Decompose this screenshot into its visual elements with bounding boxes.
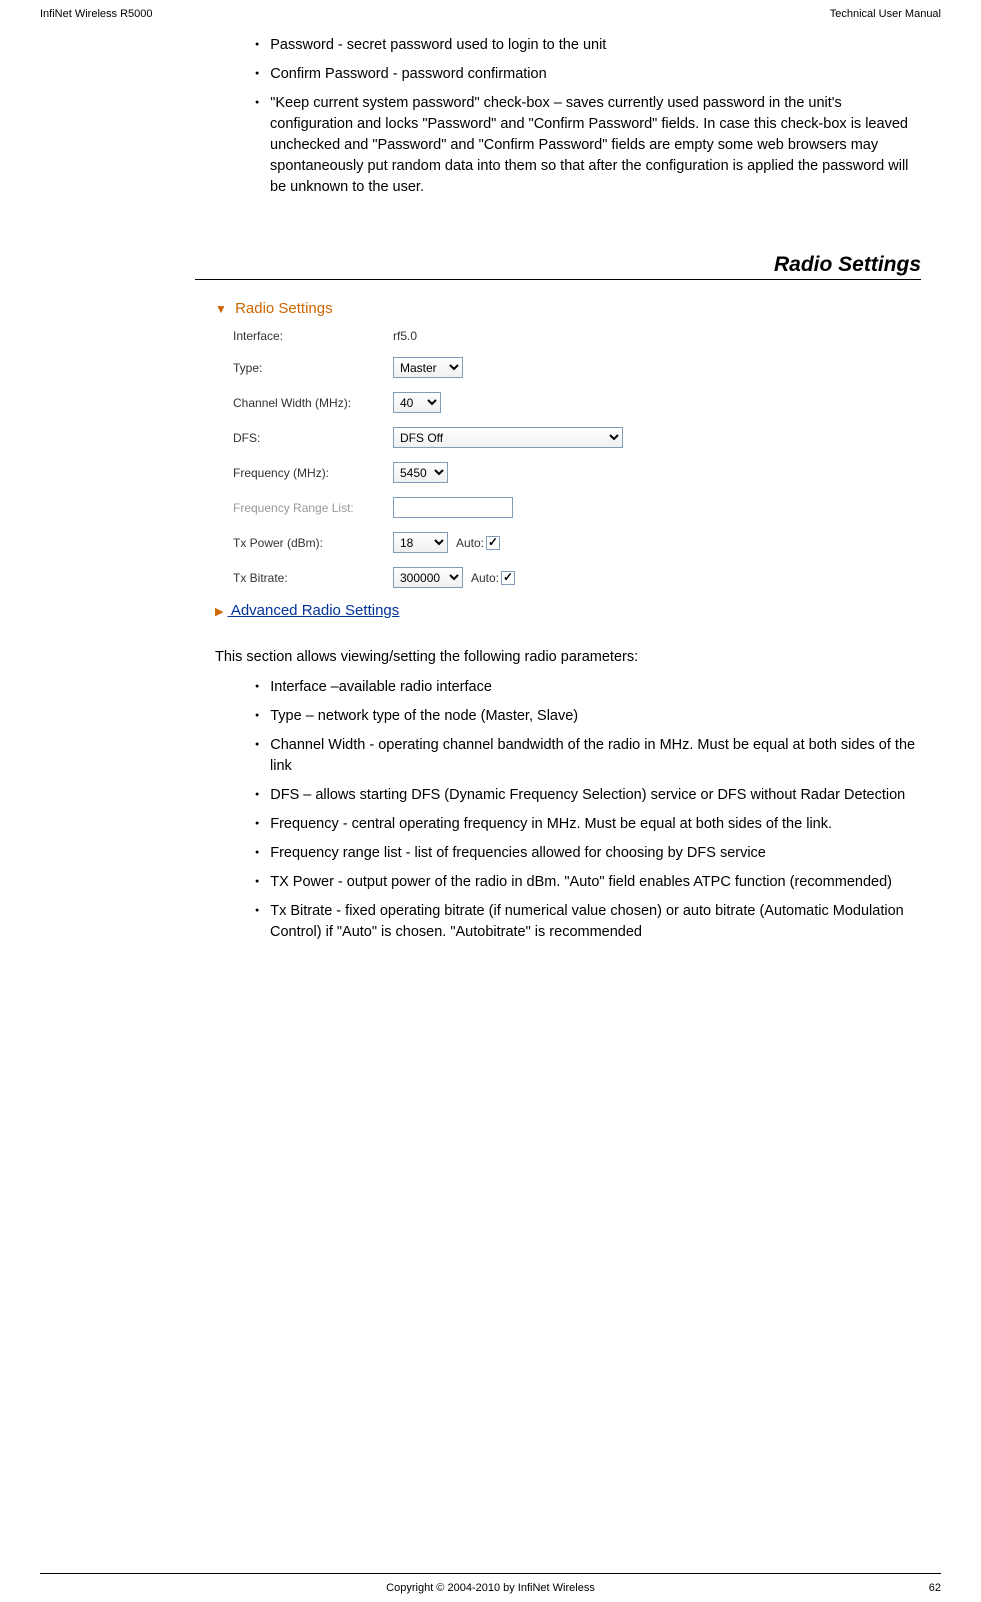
- list-item: "Keep current system password" check-box…: [255, 93, 921, 198]
- frequency-row: Frequency (MHz): 5450: [233, 462, 921, 483]
- list-item: Tx Bitrate - fixed operating bitrate (if…: [255, 901, 921, 943]
- tx-power-auto-label: Auto:: [456, 536, 484, 550]
- list-item: Channel Width - operating channel bandwi…: [255, 735, 921, 777]
- tx-power-select[interactable]: 18: [393, 532, 448, 553]
- list-item: TX Power - output power of the radio in …: [255, 872, 921, 893]
- type-row: Type: Master: [233, 357, 921, 378]
- list-item: Frequency range list - list of frequenci…: [255, 843, 921, 864]
- advanced-link-text: Advanced Radio Settings: [231, 602, 399, 619]
- list-item: Frequency - central operating frequency …: [255, 814, 921, 835]
- interface-value: rf5.0: [393, 329, 417, 343]
- list-item: Confirm Password - password confirmation: [255, 64, 921, 85]
- tx-power-row: Tx Power (dBm): 18 Auto:: [233, 532, 921, 553]
- intro-text: This section allows viewing/setting the …: [215, 649, 921, 665]
- top-bullet-list: Password - secret password used to login…: [235, 35, 921, 198]
- tx-bitrate-select[interactable]: 300000: [393, 567, 463, 588]
- dfs-row: DFS: DFS Off: [233, 427, 921, 448]
- interface-label: Interface:: [233, 329, 393, 343]
- panel-title: ▼ Radio Settings: [215, 300, 921, 317]
- frequency-label: Frequency (MHz):: [233, 466, 393, 480]
- list-item: Interface –available radio interface: [255, 677, 921, 698]
- freq-range-input[interactable]: [393, 497, 513, 518]
- list-item: DFS – allows starting DFS (Dynamic Frequ…: [255, 785, 921, 806]
- page-number: 62: [929, 1582, 941, 1594]
- tx-bitrate-label: Tx Bitrate:: [233, 571, 393, 585]
- header-right: Technical User Manual: [830, 8, 941, 20]
- channel-width-label: Channel Width (MHz):: [233, 396, 393, 410]
- header-left: InfiNet Wireless R5000: [40, 8, 153, 20]
- dfs-select[interactable]: DFS Off: [393, 427, 623, 448]
- footer-separator: [40, 1573, 941, 1574]
- page-header: InfiNet Wireless R5000 Technical User Ma…: [0, 0, 981, 20]
- type-label: Type:: [233, 361, 393, 375]
- section-heading: Radio Settings: [195, 253, 921, 280]
- bottom-bullet-list: Interface –available radio interface Typ…: [235, 677, 921, 943]
- frequency-select[interactable]: 5450: [393, 462, 448, 483]
- advanced-settings-link[interactable]: ▶ Advanced Radio Settings: [215, 602, 921, 619]
- footer-copyright: Copyright © 2004-2010 by InfiNet Wireles…: [386, 1582, 595, 1594]
- dfs-label: DFS:: [233, 431, 393, 445]
- tx-power-label: Tx Power (dBm):: [233, 536, 393, 550]
- collapse-arrow-icon[interactable]: ▼: [215, 302, 227, 316]
- expand-arrow-icon: ▶: [215, 605, 223, 618]
- radio-settings-panel: ▼ Radio Settings Interface: rf5.0 Type: …: [215, 290, 921, 629]
- list-item: Password - secret password used to login…: [255, 35, 921, 56]
- interface-row: Interface: rf5.0: [233, 329, 921, 343]
- list-item: Type – network type of the node (Master,…: [255, 706, 921, 727]
- tx-bitrate-auto-checkbox[interactable]: [501, 571, 515, 585]
- page-footer: Copyright © 2004-2010 by InfiNet Wireles…: [40, 1582, 941, 1594]
- channel-width-row: Channel Width (MHz): 40: [233, 392, 921, 413]
- panel-title-text: Radio Settings: [235, 300, 333, 317]
- tx-bitrate-auto-label: Auto:: [471, 571, 499, 585]
- tx-bitrate-row: Tx Bitrate: 300000 Auto:: [233, 567, 921, 588]
- tx-power-auto-checkbox[interactable]: [486, 536, 500, 550]
- freq-range-row: Frequency Range List:: [233, 497, 921, 518]
- freq-range-label: Frequency Range List:: [233, 501, 393, 515]
- type-select[interactable]: Master: [393, 357, 463, 378]
- channel-width-select[interactable]: 40: [393, 392, 441, 413]
